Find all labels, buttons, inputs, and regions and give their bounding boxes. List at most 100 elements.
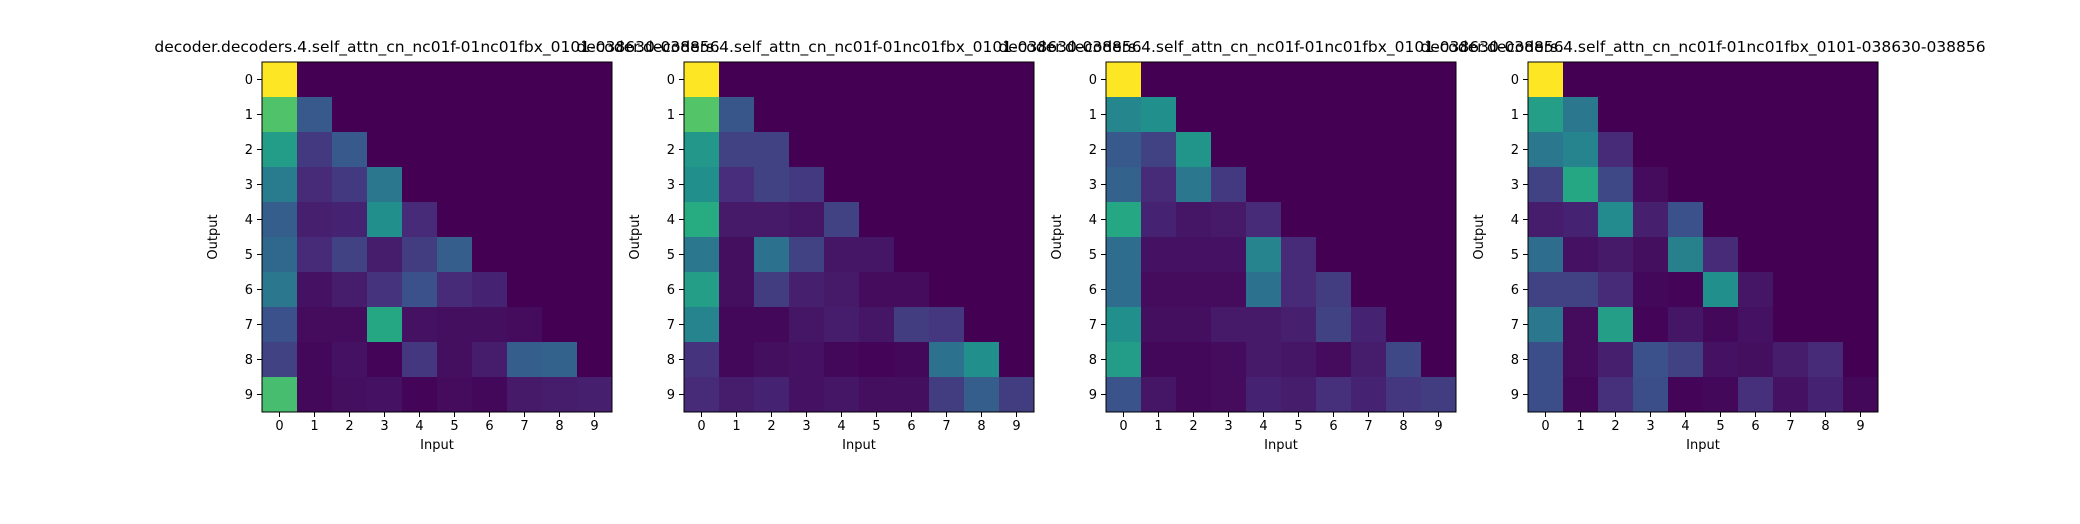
heatmap-cell [262,342,298,378]
x-tick-label: 7 [520,419,528,434]
heatmap-cell [1703,167,1739,203]
heatmap-cell [1563,237,1599,273]
heatmap-cell [1668,132,1704,168]
heatmap-cell [1598,132,1634,168]
heatmap-cell [1421,307,1457,343]
heatmap-cell [1773,342,1809,378]
heatmap-cell [1141,272,1177,308]
heatmap-cell [297,132,333,168]
x-tick-label: 3 [1224,419,1232,434]
heatmap-cell [297,202,333,238]
axes-frame [261,61,613,413]
heatmap-cell [1281,62,1317,98]
y-axis-label: Output [1050,214,1065,259]
heatmap-cell [1316,202,1352,238]
heatmap-panel-4: 0 1 2 3 4 5 6 7 8 9 0 1 2 3 4 5 6 7 8 9 Input Output decoder.d… [1420,38,1985,453]
y-tick-label: 3 [1511,178,1519,193]
heatmap-cell [1106,202,1142,238]
heatmap-cell [1773,237,1809,273]
heatmap-cell [684,307,720,343]
heatmap-cell [297,62,333,98]
heatmap-cell [1808,237,1844,273]
heatmap-cell [1668,97,1704,133]
y-tick-label: 4 [1511,213,1519,228]
y-axis-label: Output [206,214,221,259]
heatmap-cell [1281,167,1317,203]
heatmap-cell [367,202,403,238]
heatmap-cell [894,237,930,273]
heatmap-cell [402,167,438,203]
heatmap-cell [402,97,438,133]
heatmap-cell [542,132,578,168]
y-tick-label: 9 [1511,388,1519,403]
heatmap-cell [859,307,895,343]
heatmap-cell [684,342,720,378]
heatmap-cell [1386,272,1422,308]
y-tick-label: 8 [667,353,675,368]
heatmap-cell [1421,272,1457,308]
heatmap-cell [332,62,368,98]
heatmap-cell [719,132,755,168]
heatmap-cell [1246,132,1282,168]
heatmap-cell [1281,377,1317,413]
x-axis-label: Input [842,438,876,453]
heatmap-cell [1598,342,1634,378]
heatmap-cell [402,342,438,378]
heatmap-cell [1281,132,1317,168]
x-tick-label: 9 [1856,419,1864,434]
y-tick-label: 6 [1089,283,1097,298]
x-tick-label: 8 [1821,419,1829,434]
heatmap-cell [1421,62,1457,98]
heatmap-cell [262,167,298,203]
heatmap-cell [719,237,755,273]
heatmap-cell [999,377,1035,413]
heatmap-cell [1246,377,1282,413]
heatmap-cell [1246,307,1282,343]
heatmap-cell [824,307,860,343]
heatmap-cell [859,272,895,308]
heatmap-cell [472,202,508,238]
x-tick-label: 4 [415,419,423,434]
heatmap-cell [472,272,508,308]
heatmap-cell [1176,167,1212,203]
heatmap-cell [964,307,1000,343]
heatmap-cell [824,132,860,168]
heatmap-cell [402,272,438,308]
heatmap-cell [262,377,298,413]
heatmap-cell [754,307,790,343]
heatmap-cell [964,377,1000,413]
heatmap-cell [789,132,825,168]
heatmap-cell [1563,202,1599,238]
heatmap-cell [577,202,613,238]
y-tick-label: 0 [667,73,675,88]
heatmap-cell [1633,167,1669,203]
y-tick-label: 3 [1089,178,1097,193]
y-tick-label: 4 [1089,213,1097,228]
heatmap-cell [1421,342,1457,378]
heatmap-cell [1386,97,1422,133]
heatmap-cell [1843,342,1879,378]
heatmap-cell [1808,97,1844,133]
y-tick-label: 1 [1089,108,1097,123]
heatmap-cell [964,167,1000,203]
heatmap-cell [507,272,543,308]
heatmap-cell [332,97,368,133]
heatmap-cell [577,167,613,203]
heatmap-cell [332,307,368,343]
heatmap-cell [402,202,438,238]
heatmap-cell [859,342,895,378]
heatmap-cell [1773,167,1809,203]
y-tick-label: 2 [1089,143,1097,158]
heatmap-cell [1738,202,1774,238]
heatmap-cell [1703,342,1739,378]
heatmap-cell [472,97,508,133]
heatmap-cell [437,167,473,203]
heatmap-cell [262,62,298,98]
x-tick-label: 1 [732,419,740,434]
heatmap-cell [1738,167,1774,203]
y-tick-label: 7 [667,318,675,333]
heatmap-cell [1246,167,1282,203]
heatmap-cell [367,272,403,308]
x-tick-label: 6 [485,419,493,434]
heatmap-cell [754,237,790,273]
